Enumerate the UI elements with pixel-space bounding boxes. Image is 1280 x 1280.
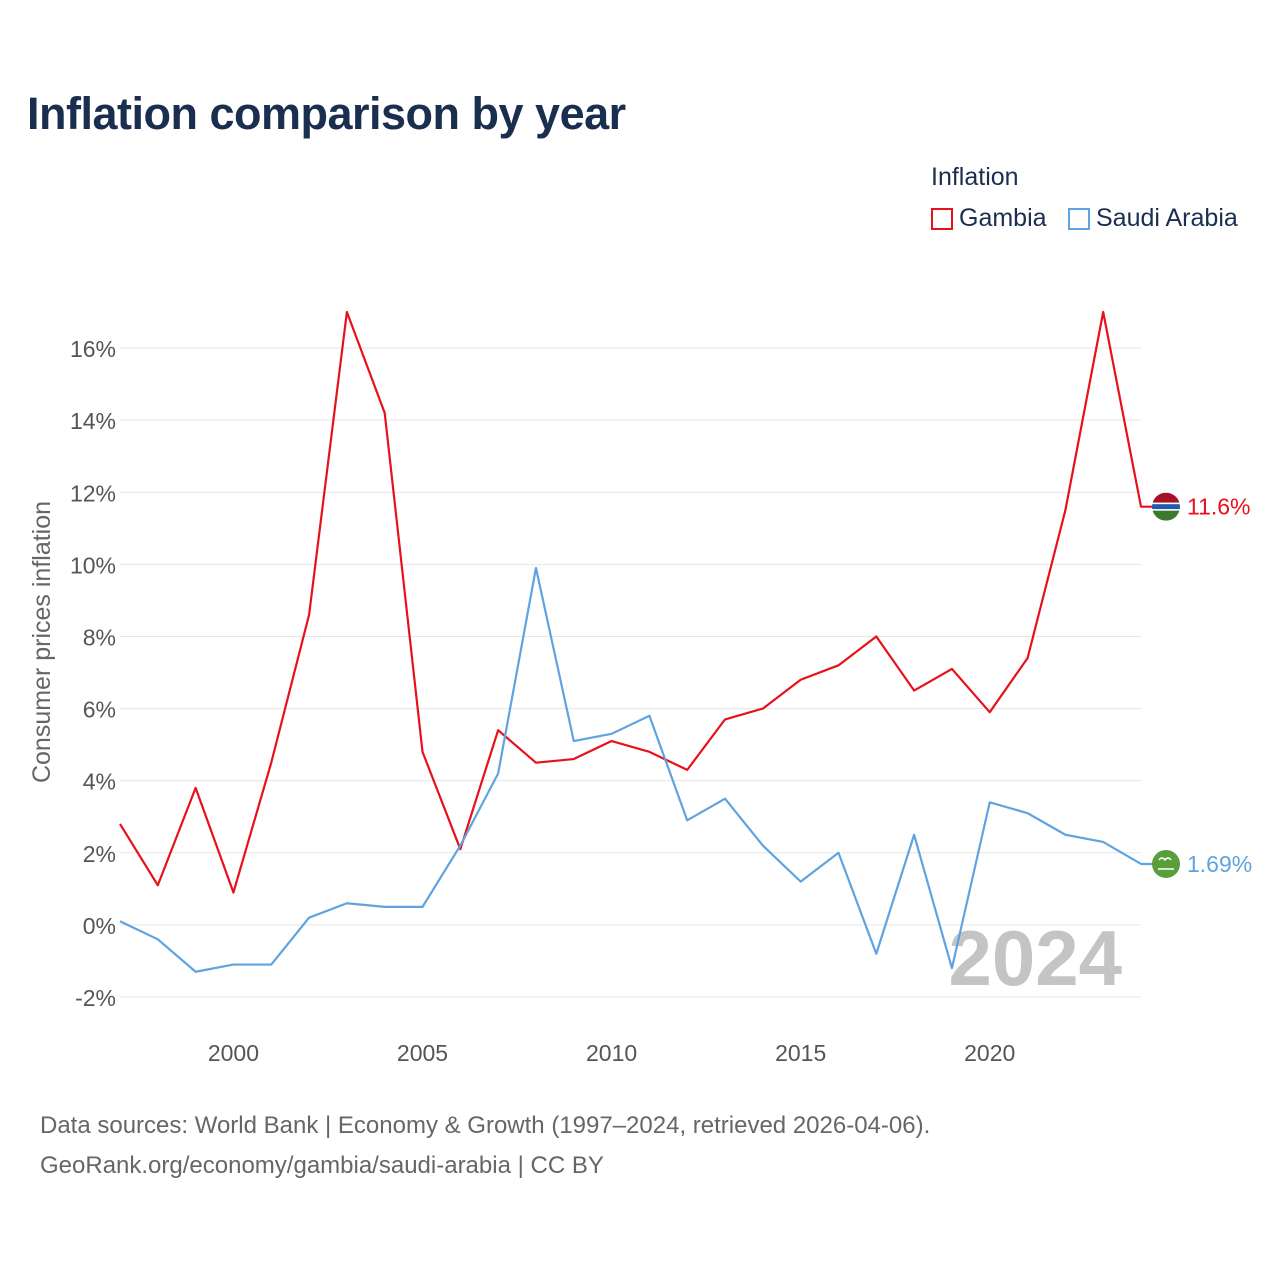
x-tick-label: 2000: [208, 1040, 259, 1066]
y-tick-label: 14%: [70, 408, 116, 434]
footer-sources: Data sources: World Bank | Economy & Gro…: [40, 1112, 931, 1139]
y-tick-label: 2%: [83, 841, 116, 867]
footer: Data sources: World Bank | Economy & Gro…: [40, 1106, 930, 1186]
y-tick-label: 16%: [70, 336, 116, 362]
x-tick-label: 2020: [964, 1040, 1015, 1066]
y-tick-label: 4%: [83, 769, 116, 795]
year-watermark: 2024: [948, 914, 1122, 1002]
end-value-label-saudi-arabia: 1.69%: [1187, 851, 1252, 877]
legend-item-saudi-arabia[interactable]: Saudi Arabia: [1068, 204, 1238, 233]
y-tick-label: 10%: [70, 552, 116, 578]
x-tick-label: 2010: [586, 1040, 637, 1066]
x-tick-label: 2005: [397, 1040, 448, 1066]
gambia-flag-icon: [1152, 492, 1180, 521]
legend-item-gambia[interactable]: Gambia: [931, 204, 1047, 233]
legend-swatch-saudi-arabia: [1068, 207, 1090, 230]
y-tick-label: 8%: [83, 624, 116, 650]
x-tick-label: 2015: [775, 1040, 826, 1066]
footer-link[interactable]: GeoRank.org/economy/gambia/saudi-arabia …: [40, 1152, 604, 1179]
legend-title: Inflation: [931, 163, 1019, 191]
end-markers: 11.6% 1.69%: [1152, 492, 1252, 878]
legend-swatch-gambia: [931, 207, 953, 230]
y-axis-label: Consumer prices inflation: [28, 501, 56, 783]
series-line-saudi-arabia: [119, 566, 1153, 973]
series-line-gambia: [119, 310, 1153, 894]
legend-label-gambia: Gambia: [959, 204, 1047, 232]
grid-lines: [120, 347, 1141, 998]
y-axis-ticks: -2% 0% 2% 4% 6% 8% 10% 12% 14% 16%: [70, 336, 116, 1011]
series-lines: [119, 310, 1153, 973]
y-tick-label: 6%: [83, 697, 116, 723]
saudi-arabia-flag-icon: [1152, 849, 1180, 878]
y-tick-label: 0%: [83, 913, 116, 939]
chart-title: Inflation comparison by year: [27, 88, 626, 139]
y-tick-label: 12%: [70, 480, 116, 506]
legend-label-saudi-arabia: Saudi Arabia: [1096, 204, 1238, 232]
x-axis-ticks: 2000 2005 2010 2015 2020: [208, 1040, 1015, 1066]
end-value-label-gambia: 11.6%: [1187, 494, 1251, 520]
y-tick-label: -2%: [75, 985, 116, 1011]
